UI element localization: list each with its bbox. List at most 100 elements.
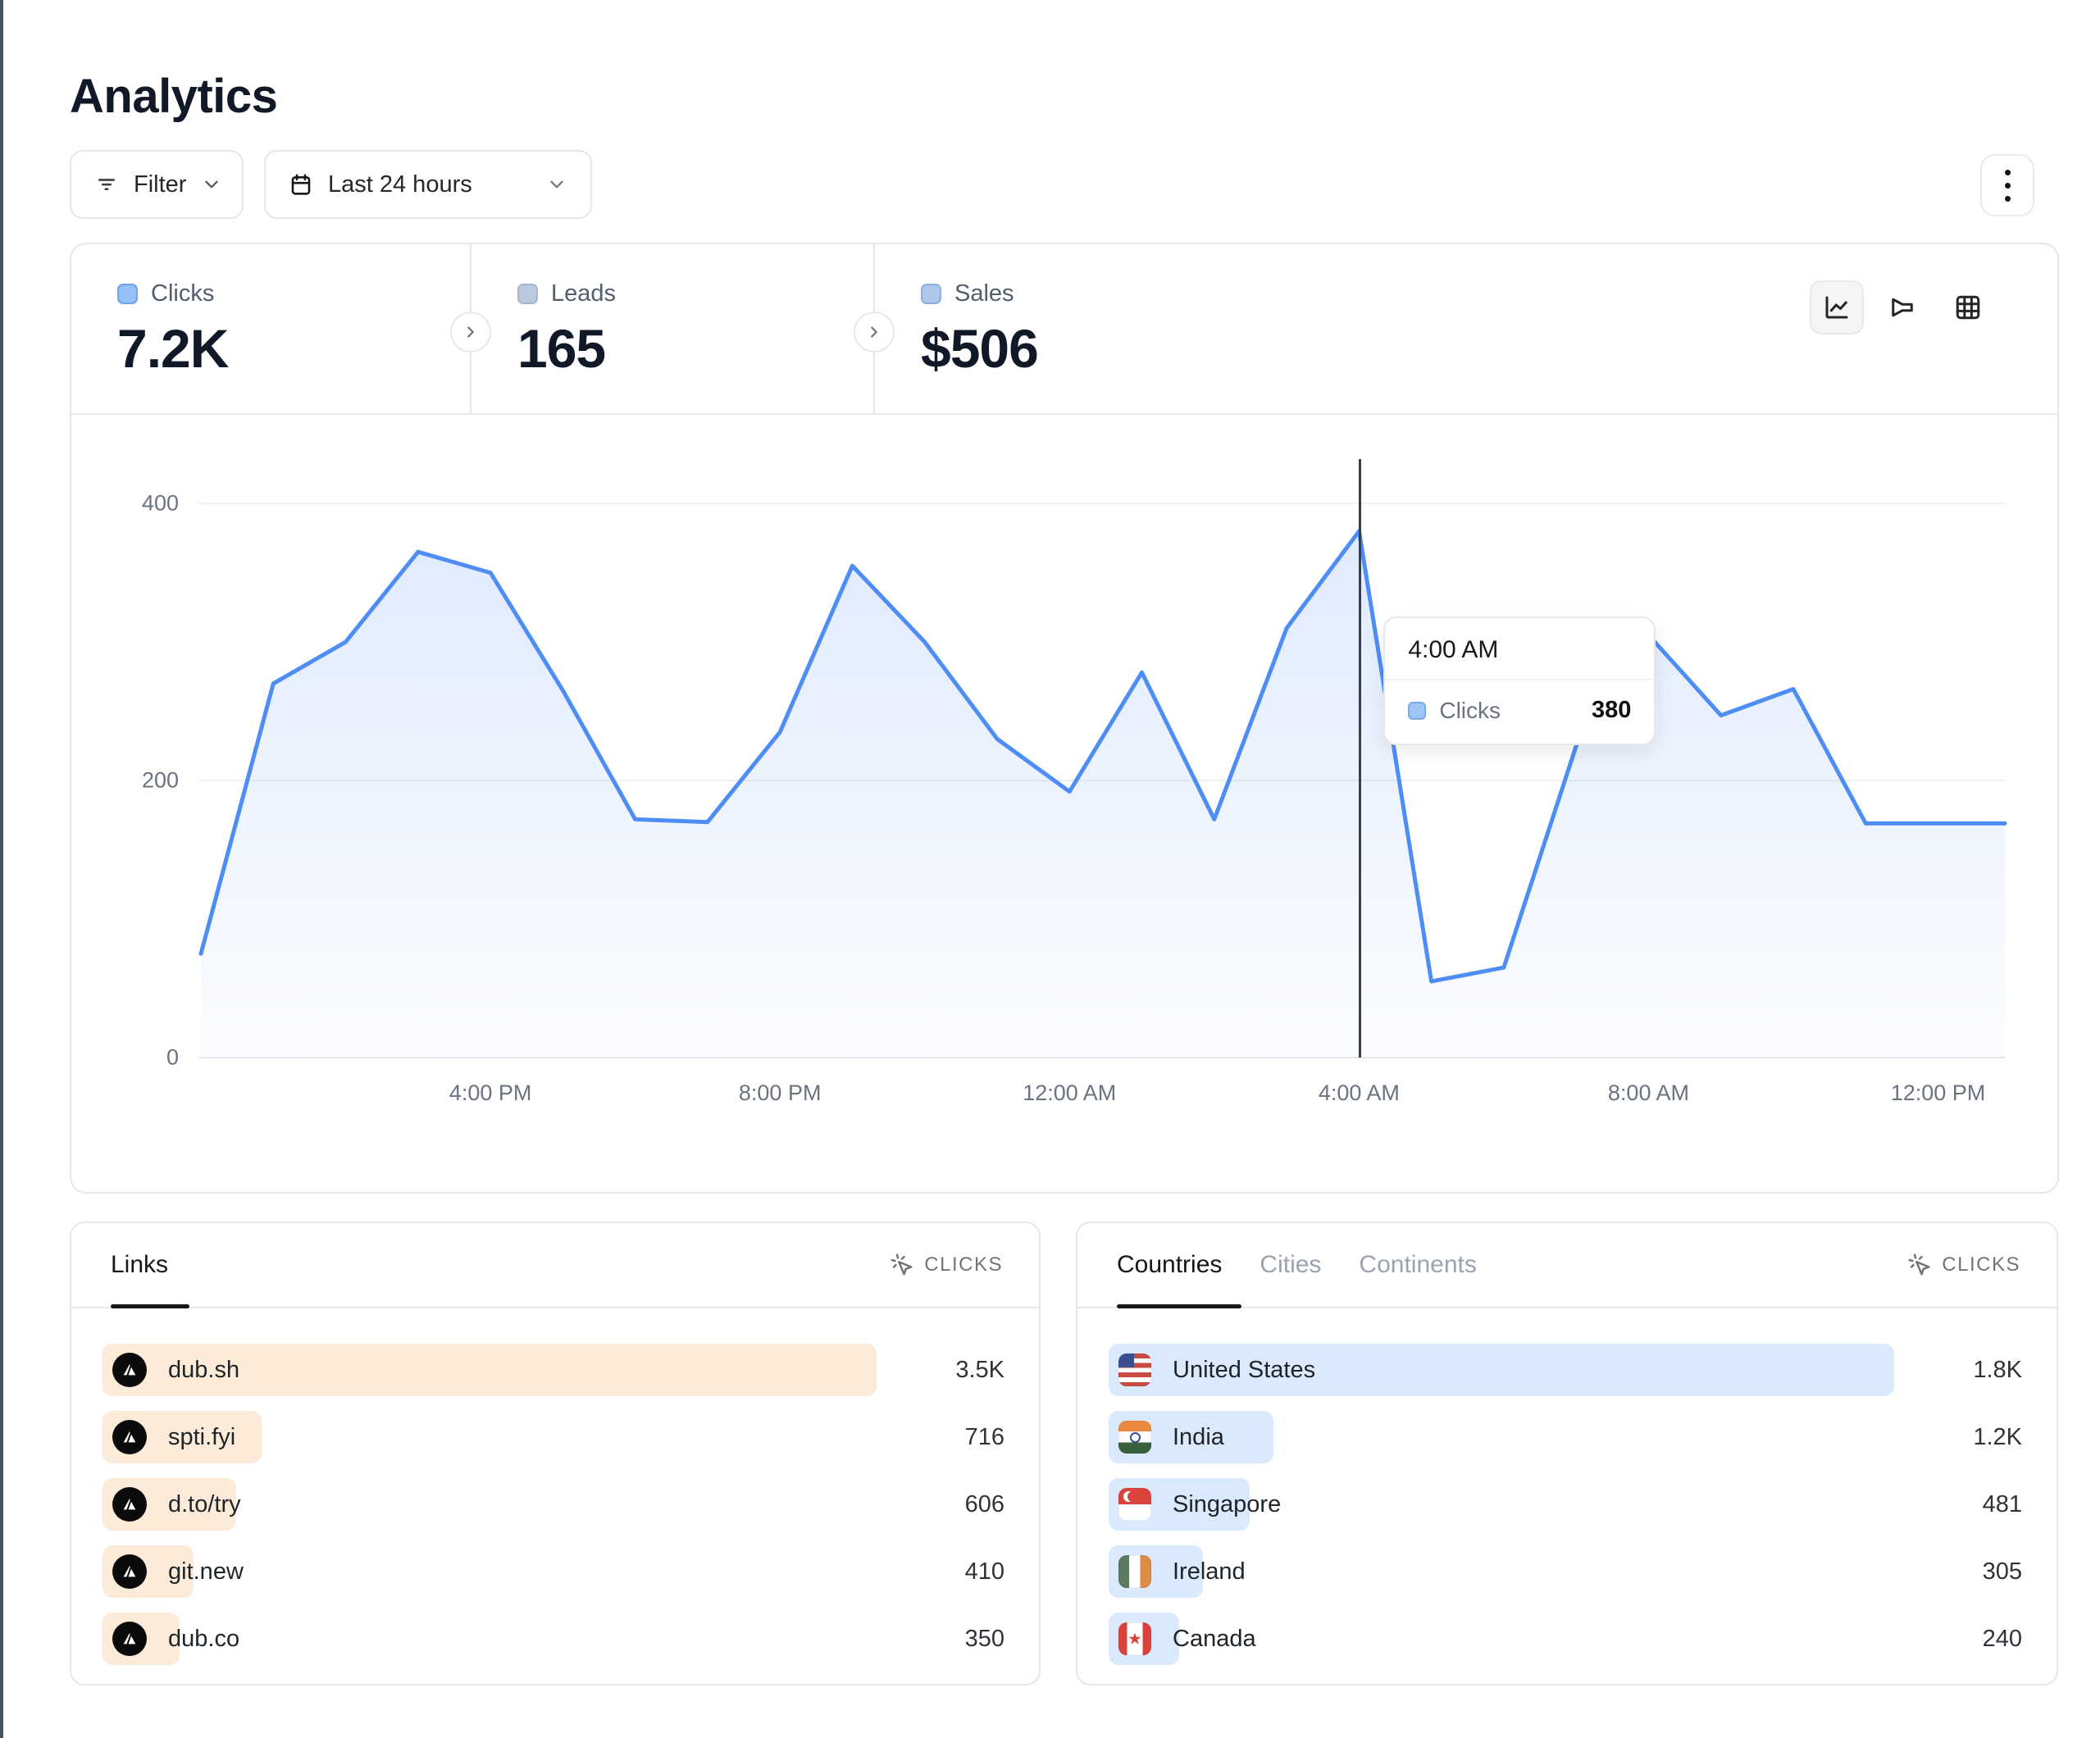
country-row[interactable]: Canada 240	[1109, 1605, 2025, 1672]
link-row[interactable]: dub.co 350	[102, 1605, 1008, 1672]
link-label: spti.fyi	[168, 1423, 236, 1450]
page-title: Analytics	[70, 70, 278, 123]
window-edge-strip	[0, 0, 3, 1738]
link-clicks-value: 410	[964, 1558, 1004, 1585]
chevron-down-icon	[546, 174, 567, 195]
tooltip-series-swatch	[1408, 701, 1427, 720]
tab-countries[interactable]: Countries	[1117, 1251, 1223, 1278]
tab-leads[interactable]: Leads 165	[471, 244, 873, 413]
cursor-click-icon	[891, 1253, 913, 1276]
tab-links[interactable]: Links	[111, 1251, 169, 1278]
chart-tooltip: 4:00 AM Clicks 380	[1383, 616, 1656, 745]
line-chart-view-button[interactable]	[1810, 280, 1864, 334]
y-tick-label: 200	[141, 767, 179, 793]
active-tab-underline	[111, 1304, 189, 1308]
filter-button[interactable]: Filter	[70, 150, 244, 219]
link-row[interactable]: git.new 410	[102, 1538, 1008, 1605]
date-range-label: Last 24 hours	[328, 171, 472, 198]
countries-panel: Countries Cities Continents CLICKS Unite…	[1076, 1222, 2058, 1686]
more-options-button[interactable]	[1980, 154, 2034, 216]
y-axis-labels: 0 200 400	[97, 459, 179, 1070]
x-tick-label: 4:00 AM	[1318, 1081, 1400, 1105]
sales-value: $506	[921, 318, 1039, 379]
link-bar	[102, 1344, 877, 1396]
tooltip-time: 4:00 AM	[1385, 618, 1655, 680]
dub-logo-icon	[112, 1487, 147, 1522]
clicks-time-series-chart[interactable]: 0 200 400 4:00 AM Clicks 380 4:00 PM 8:00 P…	[142, 459, 2007, 1105]
country-row[interactable]: Ireland 305	[1109, 1538, 2025, 1605]
leads-label: Leads	[551, 280, 617, 307]
country-row[interactable]: United States 1.8K	[1109, 1336, 2025, 1404]
link-label: dub.sh	[168, 1356, 240, 1383]
clicks-value: 7.2K	[117, 318, 229, 379]
links-list: dub.sh 3.5K spti.fyi 716 d.to/try 606 gi…	[102, 1336, 1008, 1672]
chevron-right-icon	[871, 326, 877, 338]
tab-cities[interactable]: Cities	[1260, 1251, 1322, 1278]
funnel-icon	[1892, 298, 1913, 317]
link-clicks-value: 606	[964, 1490, 1004, 1517]
tooltip-series-label: Clicks	[1439, 697, 1501, 723]
x-tick-label: 8:00 AM	[1607, 1081, 1689, 1105]
x-tick-label: 8:00 PM	[738, 1081, 822, 1105]
links-panel: Links CLICKS dub.sh 3.5K spti.fyi 716 d.…	[70, 1222, 1041, 1686]
kebab-menu-icon	[2004, 169, 2011, 175]
date-range-button[interactable]: Last 24 hours	[264, 150, 592, 219]
chevron-down-icon	[201, 174, 222, 195]
country-clicks-value: 240	[1982, 1625, 2022, 1652]
flag-singapore-icon	[1118, 1488, 1151, 1521]
country-row[interactable]: India 1.2K	[1109, 1404, 2025, 1471]
dub-logo-icon	[112, 1353, 147, 1387]
expand-leads-button[interactable]	[450, 312, 491, 353]
country-row[interactable]: Singapore 481	[1109, 1471, 2025, 1538]
calendar-icon	[289, 172, 313, 197]
flag-india-icon	[1118, 1421, 1151, 1454]
flag-ireland-icon	[1118, 1555, 1151, 1588]
chart-view-switcher	[1810, 280, 1995, 334]
country-clicks-value: 481	[1982, 1490, 2022, 1517]
x-tick-label: 4:00 PM	[449, 1081, 532, 1105]
link-label: dub.co	[168, 1625, 240, 1652]
dub-logo-icon	[112, 1420, 147, 1454]
dub-logo-icon	[112, 1622, 147, 1656]
country-bar	[1109, 1344, 1894, 1396]
clicks-series-swatch	[117, 284, 138, 304]
country-clicks-value: 1.2K	[1973, 1423, 2022, 1450]
link-clicks-value: 716	[964, 1423, 1004, 1450]
x-tick-label: 12:00 PM	[1890, 1081, 1986, 1105]
table-view-button[interactable]	[1941, 280, 1995, 334]
country-label: Canada	[1173, 1625, 1256, 1652]
link-row[interactable]: d.to/try 606	[102, 1471, 1008, 1538]
country-label: Ireland	[1173, 1558, 1246, 1585]
filter-icon	[94, 172, 119, 197]
links-metric-header[interactable]: CLICKS	[890, 1253, 1003, 1277]
country-label: Singapore	[1173, 1490, 1282, 1517]
countries-list: United States 1.8K India 1.2K Singapore …	[1109, 1336, 2025, 1672]
tab-sales[interactable]: Sales $506	[875, 244, 1285, 413]
expand-sales-button[interactable]	[854, 312, 895, 353]
flag-canada-icon	[1118, 1622, 1151, 1655]
y-tick-label: 400	[141, 490, 179, 516]
dub-logo-icon	[112, 1554, 147, 1589]
tooltip-value: 380	[1591, 697, 1632, 723]
leads-series-swatch	[517, 284, 538, 304]
tab-continents[interactable]: Continents	[1359, 1251, 1477, 1278]
funnel-view-button[interactable]	[1875, 280, 1929, 334]
country-clicks-value: 1.8K	[1973, 1356, 2022, 1383]
countries-metric-header[interactable]: CLICKS	[1907, 1253, 2020, 1277]
filter-label: Filter	[134, 171, 187, 198]
link-clicks-value: 350	[964, 1625, 1004, 1652]
active-tab-underline	[1117, 1304, 1241, 1308]
link-row[interactable]: dub.sh 3.5K	[102, 1336, 1008, 1404]
country-label: United States	[1173, 1356, 1316, 1383]
tab-clicks[interactable]: Clicks 7.2K	[71, 244, 470, 413]
stats-tabs-row: Clicks 7.2K Leads 165 Sales $506	[71, 244, 2057, 415]
clicks-label: Clicks	[151, 280, 215, 307]
chevron-right-icon	[467, 326, 474, 338]
country-label: India	[1173, 1423, 1224, 1450]
link-row[interactable]: spti.fyi 716	[102, 1404, 1008, 1471]
cursor-click-icon	[1908, 1253, 1930, 1276]
link-clicks-value: 3.5K	[955, 1356, 1004, 1383]
x-axis-labels: 4:00 PM 8:00 PM 12:00 AM 4:00 AM 8:00 AM 12:0…	[199, 1081, 2005, 1113]
leads-value: 165	[517, 318, 606, 379]
link-label: d.to/try	[168, 1490, 241, 1517]
